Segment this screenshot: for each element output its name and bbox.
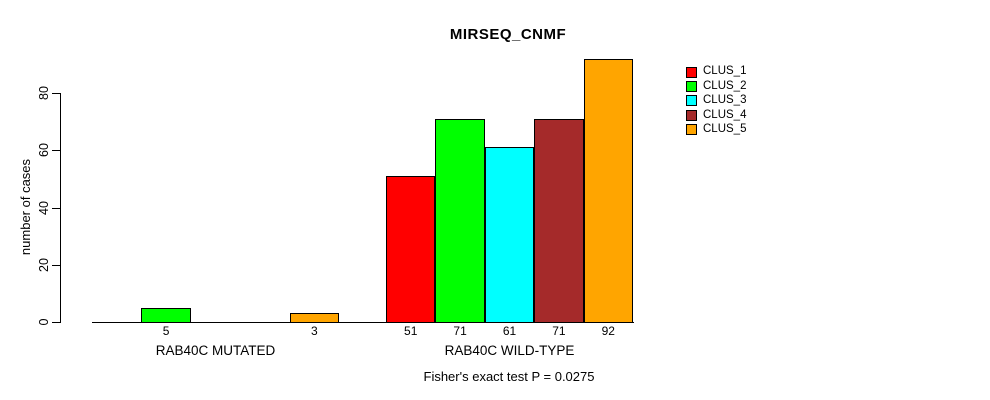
fisher-test-annotation: Fisher's exact test P = 0.0275 (423, 369, 595, 384)
legend-label: CLUS_4 (703, 108, 747, 121)
legend-label: CLUS_2 (703, 79, 747, 92)
y-tick-label: 0 (37, 318, 51, 326)
legend-swatch (686, 95, 697, 107)
y-tick (52, 264, 60, 266)
legend: CLUS_1 CLUS_2 CLUS_3 CLUS_4 CLUS_5 (686, 65, 746, 137)
bar (289, 313, 339, 323)
legend-label: CLUS_3 (703, 94, 747, 107)
legend-item: CLUS_4 (686, 108, 746, 122)
legend-item: CLUS_1 (686, 65, 746, 79)
y-tick-label: 80 (37, 86, 51, 100)
y-tick (52, 207, 60, 209)
bar (141, 307, 191, 323)
bar-value-label: 71 (552, 324, 566, 338)
y-axis-line (60, 93, 61, 323)
bar-value-label: 61 (502, 324, 517, 338)
group-label: RAB40C WILD-TYPE (444, 343, 575, 358)
legend-item: CLUS_2 (686, 79, 746, 93)
legend-swatch (686, 124, 697, 136)
bar (386, 176, 436, 323)
y-tick (52, 322, 60, 323)
y-tick-label: 60 (37, 143, 51, 158)
bar (435, 118, 485, 323)
y-tick-label: 40 (37, 200, 51, 215)
bar (484, 147, 535, 323)
legend-swatch (686, 66, 697, 78)
legend-item: CLUS_5 (686, 123, 746, 137)
bar-value-label: 3 (310, 324, 318, 338)
bar-value-label: 51 (404, 324, 418, 338)
legend-label: CLUS_5 (703, 123, 747, 135)
legend-swatch (686, 109, 697, 121)
bar-value-label: 5 (162, 324, 170, 338)
y-axis-label: number of cases (18, 158, 33, 256)
legend-item: CLUS_3 (686, 94, 746, 108)
bar-value-label: 92 (601, 324, 615, 338)
bar (534, 118, 584, 323)
y-tick (52, 93, 60, 94)
chart-title: MIRSEQ_CNMF (449, 26, 567, 43)
y-tick-label: 20 (37, 257, 51, 272)
y-tick (52, 150, 60, 152)
legend-label: CLUS_1 (703, 65, 747, 78)
bar (583, 58, 633, 323)
x-axis-baseline (92, 322, 634, 323)
group-label: RAB40C MUTATED (155, 343, 276, 358)
bar-value-label: 71 (453, 324, 467, 338)
legend-swatch (686, 81, 697, 93)
